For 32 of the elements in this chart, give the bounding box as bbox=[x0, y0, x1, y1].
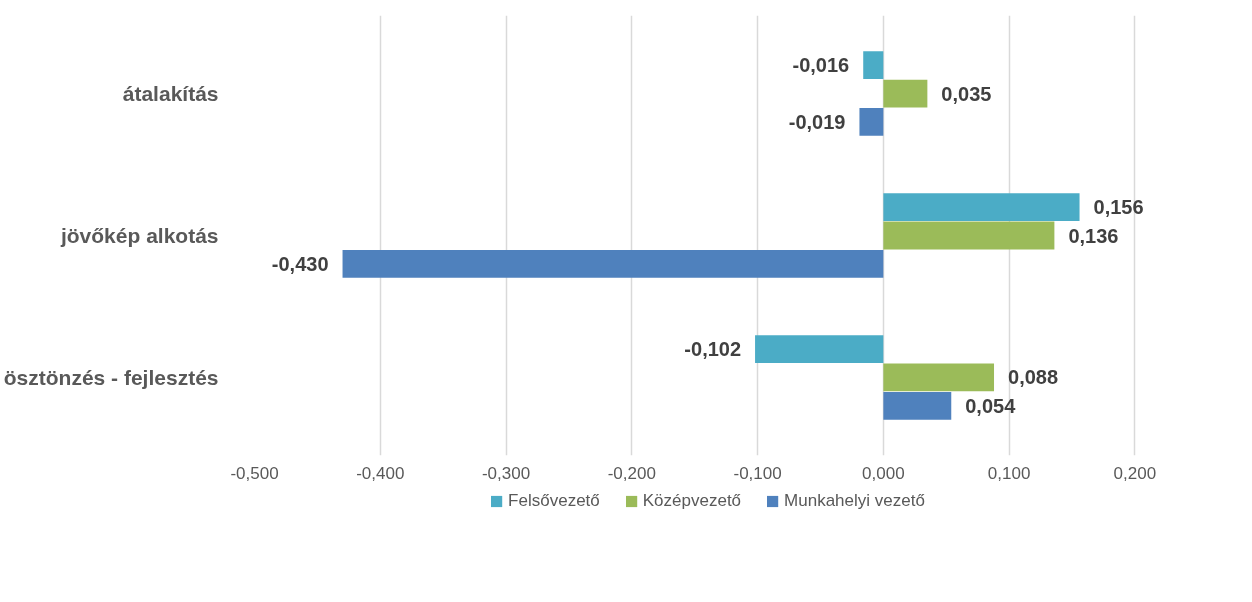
bar bbox=[859, 108, 884, 136]
x-tick-label: -0,200 bbox=[607, 463, 656, 483]
x-tick-label: 0,100 bbox=[987, 463, 1031, 483]
y-tick-label: átalakítás bbox=[122, 82, 219, 106]
data-label: 0,054 bbox=[965, 394, 1017, 417]
y-tick-label: jövőkép alkotás bbox=[59, 224, 219, 247]
data-label: -0,016 bbox=[792, 54, 850, 77]
data-label: 0,156 bbox=[1093, 196, 1144, 219]
bar bbox=[883, 363, 995, 392]
bar bbox=[755, 335, 884, 363]
x-tick-label: -0,300 bbox=[481, 463, 531, 483]
data-label: -0,019 bbox=[788, 110, 846, 133]
bar bbox=[883, 79, 928, 108]
legend-label: Munkahelyi vezető bbox=[784, 491, 925, 511]
bar bbox=[883, 391, 952, 420]
x-tick-label: 0,000 bbox=[862, 463, 905, 483]
legend-label: Felsővezető bbox=[508, 491, 600, 511]
data-label: 0,136 bbox=[1068, 224, 1119, 247]
x-tick-label: 0,200 bbox=[1113, 463, 1157, 483]
bar bbox=[863, 51, 884, 80]
x-tick-label: -0,400 bbox=[356, 463, 405, 483]
data-label: 0,035 bbox=[941, 82, 992, 105]
data-label: -0,102 bbox=[684, 338, 742, 361]
legend-label: Középvezető bbox=[642, 491, 742, 511]
data-label: 0,088 bbox=[1008, 366, 1059, 389]
bar bbox=[883, 221, 1055, 250]
x-tick-label: -0,500 bbox=[230, 463, 279, 483]
bar bbox=[883, 193, 1080, 222]
y-tick-label: ösztönzés - fejlesztés bbox=[3, 365, 219, 389]
x-tick-label: -0,100 bbox=[733, 463, 782, 483]
data-label: -0,430 bbox=[271, 252, 329, 275]
bar bbox=[342, 249, 884, 278]
